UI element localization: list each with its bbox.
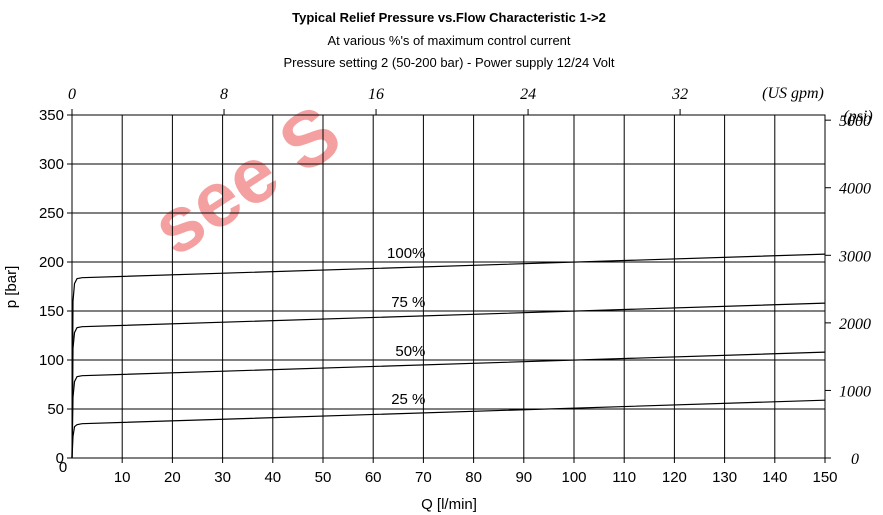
y-tick-label: 250 [39, 205, 64, 222]
x-tick-label: 90 [515, 469, 532, 486]
y-tick-label: 200 [39, 254, 64, 271]
y-tick-label: 100 [39, 352, 64, 369]
series-label: 50% [395, 343, 425, 360]
y-right-tick-label: 5000 [839, 113, 871, 130]
x-tick-label: 70 [415, 469, 432, 486]
y-tick-label: 50 [47, 401, 64, 418]
grid [72, 115, 825, 458]
x-tick-label: 50 [315, 469, 332, 486]
y-axis-label: p [bar] [3, 266, 20, 309]
x-top-tick-label: 32 [671, 86, 688, 103]
series-lines [71, 253, 826, 459]
y-right-axis-unit: (psi) [843, 108, 872, 125]
x-tick-label: 150 [812, 469, 837, 486]
x-top-axis-unit: (US gpm) [762, 85, 824, 102]
series-line-2 [71, 351, 826, 459]
x-tick-label: 30 [214, 469, 231, 486]
series-line-3 [71, 399, 826, 459]
chart-title: Typical Relief Pressure vs.Flow Characte… [292, 10, 606, 25]
series-label: 100% [387, 245, 425, 262]
y-tick-label: 150 [39, 303, 64, 320]
chart-subtitle-2: Pressure setting 2 (50-200 bar) - Power … [284, 55, 615, 70]
x-top-tick-label: 0 [68, 86, 76, 103]
y-tick-label: 300 [39, 156, 64, 173]
y-right-tick-label: 4000 [839, 181, 871, 198]
series-line-1 [71, 302, 826, 459]
y-right-tick-label: 1000 [839, 383, 871, 400]
x-tick-label: 130 [712, 469, 737, 486]
x-tick-label: 60 [365, 469, 382, 486]
y-right-tick-label: 0 [851, 451, 859, 468]
x-tick-label: 80 [465, 469, 482, 486]
chart-subtitle-1: At various %'s of maximum control curren… [327, 33, 570, 48]
tick-labels: 10 20 30 40 50 60 70 80 90 100 110 120 130 140 1500050… [39, 86, 871, 486]
x-tick-label: 110 [612, 469, 636, 486]
y-tick-label: 0 [56, 450, 64, 467]
y-right-tick-label: 3000 [838, 248, 871, 265]
x-tick-label: 0 [59, 459, 67, 476]
series-label: 75 % [391, 294, 425, 311]
x-top-tick-label: 24 [520, 86, 536, 103]
x-axis-label: Q [l/min] [421, 496, 477, 513]
x-tick-label: 40 [264, 469, 281, 486]
x-tick-label: 120 [662, 469, 687, 486]
axis-ticks [67, 109, 831, 463]
x-tick-label: 10 [114, 469, 131, 486]
x-tick-label: 140 [762, 469, 787, 486]
x-tick-label: 20 [164, 469, 181, 486]
y-tick-label: 350 [39, 107, 64, 124]
y-right-tick-label: 2000 [839, 316, 871, 333]
series-label: 25 % [391, 391, 425, 408]
x-tick-label: 100 [561, 469, 586, 486]
series-line-0 [71, 253, 826, 459]
plot-frame [71, 114, 826, 459]
x-top-tick-label: 8 [220, 86, 228, 103]
x-top-tick-label: 16 [368, 86, 384, 103]
